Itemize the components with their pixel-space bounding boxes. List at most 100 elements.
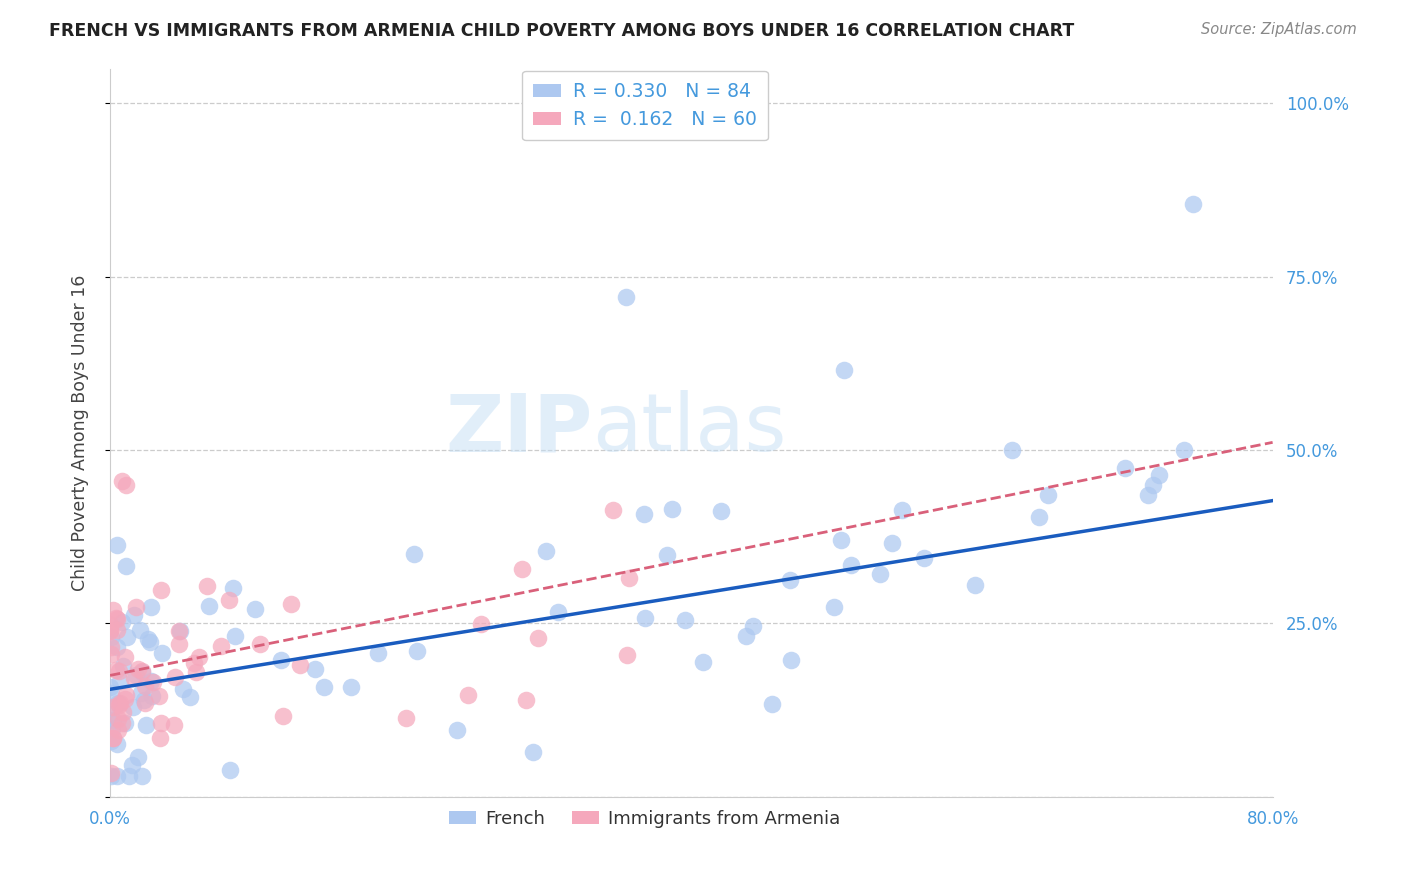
Point (107, 723, 129, 738)
Point (100, 647, 122, 661)
Point (114, 715, 136, 730)
Point (115, 630, 138, 644)
Point (547, 606, 569, 620)
Point (536, 544, 558, 558)
Point (100, 733, 122, 747)
Point (122, 700, 145, 714)
Point (105, 663, 128, 677)
Point (100, 766, 122, 780)
Point (111, 705, 134, 719)
Point (1114, 461, 1136, 475)
Point (890, 502, 912, 516)
Point (139, 674, 162, 689)
Point (602, 502, 624, 516)
Point (224, 629, 246, 643)
Point (395, 710, 418, 724)
Point (288, 657, 311, 672)
Point (163, 718, 186, 732)
Point (304, 662, 326, 676)
Legend: French, Immigrants from Armenia: French, Immigrants from Armenia (441, 803, 848, 835)
Point (136, 632, 159, 646)
Point (131, 665, 153, 679)
Point (141, 689, 163, 703)
Point (779, 574, 801, 588)
Point (125, 668, 148, 682)
Point (101, 731, 124, 746)
Point (661, 501, 683, 516)
Point (515, 693, 537, 707)
Point (169, 624, 191, 638)
Point (1028, 510, 1050, 524)
Point (127, 662, 149, 676)
Point (367, 646, 389, 660)
Point (150, 583, 173, 598)
Point (218, 763, 240, 777)
Point (270, 653, 292, 667)
Point (122, 607, 145, 622)
Point (167, 637, 190, 651)
Y-axis label: Child Poverty Among Boys Under 16: Child Poverty Among Boys Under 16 (72, 275, 89, 591)
Point (1137, 488, 1160, 502)
Point (114, 650, 136, 665)
Point (522, 746, 544, 760)
Point (527, 631, 550, 645)
Point (107, 712, 129, 726)
Point (149, 731, 172, 745)
Point (115, 559, 138, 574)
Point (107, 769, 129, 783)
Point (710, 504, 733, 518)
Point (830, 533, 852, 548)
Point (184, 665, 207, 680)
Point (110, 696, 132, 710)
Point (218, 593, 240, 607)
Text: Source: ZipAtlas.com: Source: ZipAtlas.com (1201, 22, 1357, 37)
Point (98, 680, 121, 694)
Point (105, 538, 128, 552)
Point (105, 640, 128, 654)
Point (614, 290, 637, 304)
Point (869, 566, 891, 581)
Point (271, 709, 294, 723)
Point (823, 599, 845, 614)
Point (880, 535, 903, 549)
Point (150, 715, 173, 730)
Point (111, 615, 134, 630)
Point (111, 715, 134, 730)
Point (172, 682, 194, 697)
Point (111, 659, 134, 673)
Point (127, 750, 149, 764)
Point (209, 639, 232, 653)
Point (512, 562, 534, 576)
Point (148, 689, 170, 703)
Point (761, 698, 783, 712)
Point (742, 618, 765, 632)
Point (131, 769, 153, 783)
Point (280, 597, 302, 611)
Point (107, 665, 129, 679)
Point (104, 611, 127, 625)
Point (121, 757, 143, 772)
Point (634, 611, 657, 625)
Point (198, 599, 221, 613)
Point (115, 688, 138, 702)
Point (188, 650, 211, 665)
Point (405, 644, 427, 658)
Point (312, 680, 335, 694)
Point (114, 691, 136, 706)
Point (179, 690, 201, 704)
Point (183, 656, 205, 670)
Point (100, 624, 122, 638)
Point (101, 731, 124, 745)
Point (100, 640, 122, 655)
Point (122, 671, 145, 685)
Point (446, 723, 468, 738)
Point (134, 679, 156, 693)
Point (692, 655, 714, 669)
Point (249, 637, 271, 651)
Point (101, 713, 124, 727)
Point (633, 508, 655, 522)
Text: ZIP: ZIP (446, 390, 592, 468)
Point (100, 630, 122, 644)
Point (139, 634, 162, 648)
Point (402, 547, 425, 561)
